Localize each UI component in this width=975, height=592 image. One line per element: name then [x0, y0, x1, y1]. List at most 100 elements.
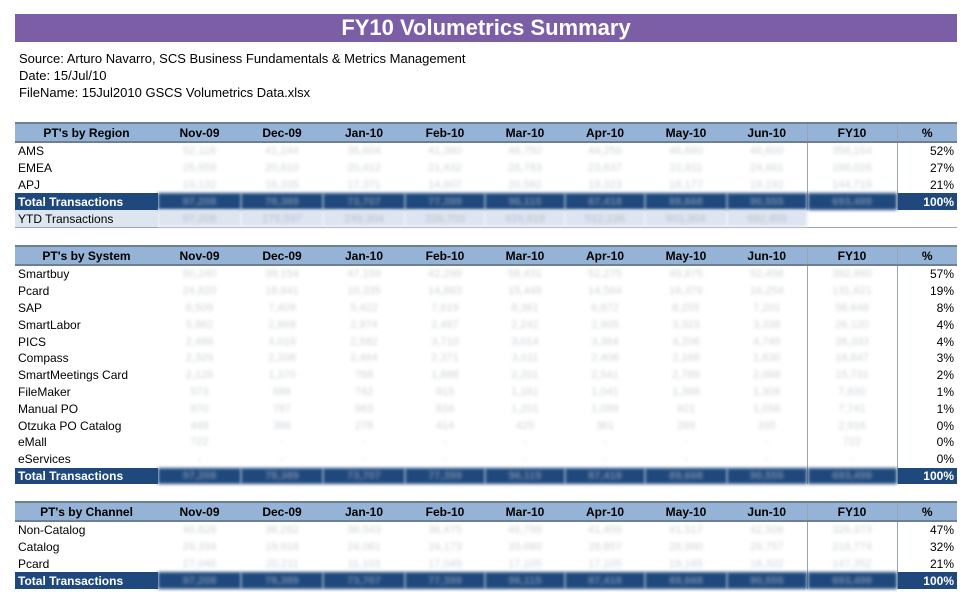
value-cell: 16,335: [265, 178, 299, 191]
total-value-cell: 89,668: [645, 467, 727, 485]
table-row: Compass 2,329 2,208 2,464 2,371 3,011 2,406 2,1…: [15, 349, 957, 367]
value-cell: 4,019: [268, 335, 296, 348]
ytd-value-cell: 512,236: [565, 210, 645, 228]
value-cell: 1,041: [591, 385, 619, 398]
column-header: Nov-09: [158, 501, 241, 522]
report-title: FY10 Volumetrics Summary: [15, 14, 957, 42]
column-header: Mar-10: [485, 122, 565, 143]
header-row: PT's by Region Nov-09 Dec-09 Jan-10 Feb-10 Ma…: [15, 122, 957, 143]
total-row: Total Transactions 97,208 78,389 73,707 77,3…: [15, 193, 957, 211]
ytd-value-cell: 175,597: [241, 210, 323, 228]
total-label: Total Transactions: [15, 572, 158, 590]
value-cell: 269: [676, 419, 696, 432]
value-cell: 7,830: [806, 383, 898, 401]
percent-cell: 0%: [936, 435, 954, 450]
value-cell: -: [280, 453, 284, 466]
column-header: Apr-10: [565, 245, 645, 266]
row-label: SAP: [18, 300, 43, 315]
value-cell: 17,049: [428, 557, 462, 570]
percent-cell: 19%: [929, 284, 954, 299]
value-cell: 22,911: [669, 162, 703, 175]
row-header-label: PT's by Channel: [15, 501, 158, 522]
value-cell: 42,506: [749, 524, 784, 537]
value-cell: 7,619: [431, 301, 459, 314]
value-cell: 18,841: [265, 285, 299, 298]
total-value-cell: 97,208: [158, 193, 241, 211]
value-cell: 41,360: [428, 145, 462, 158]
empty-cell: [897, 210, 957, 228]
value-cell: 35,604: [347, 145, 381, 158]
total-value-cell: 89,668: [645, 572, 727, 590]
value-cell: 2,582: [350, 335, 378, 348]
total-value-cell: 693,499: [806, 467, 898, 485]
value-cell: 834: [435, 402, 455, 415]
value-cell: 50,240: [182, 268, 217, 281]
percent-cell: 8%: [936, 300, 954, 315]
value-cell: 15,448: [508, 285, 542, 298]
system-table: PT's by System Nov-09 Dec-09 Jan-10 Feb-10 Ma…: [15, 245, 957, 485]
value-cell: 52,275: [588, 268, 622, 281]
total-value-cell: 90,555: [727, 572, 807, 590]
column-header: Apr-10: [565, 501, 645, 522]
value-cell: 28,980: [669, 541, 703, 554]
value-cell: 39,154: [265, 268, 299, 281]
value-cell: 1,056: [752, 402, 781, 415]
percent-cell: 1%: [936, 384, 954, 399]
value-cell: -: [443, 453, 447, 466]
value-cell: 787: [272, 402, 292, 415]
total-value-cell: 693,499: [806, 193, 898, 211]
value-cell: 3,011: [511, 352, 539, 365]
column-header: Jan-10: [323, 501, 405, 522]
value-cell: 983: [354, 402, 374, 415]
table-row: eMall 722 - - - - - - - 722 0%: [15, 433, 957, 451]
value-cell: 18,322: [749, 557, 784, 570]
value-cell: 33,680: [508, 541, 542, 554]
total-value-cell: 77,399: [405, 467, 485, 485]
value-cell: 921: [676, 402, 696, 415]
column-header: Feb-10: [405, 122, 485, 143]
value-cell: 2,329: [185, 352, 214, 365]
percent-cell: 21%: [929, 556, 954, 571]
percent-cell: 27%: [929, 161, 954, 176]
value-cell: -: [197, 453, 202, 466]
total-row: Total Transactions 97,208 78,389 73,707 77,3…: [15, 467, 957, 485]
percent-cell: 0%: [936, 452, 954, 467]
value-cell: 3,338: [752, 318, 781, 331]
value-cell: 14,883: [428, 285, 462, 298]
row-label: PICS: [18, 334, 47, 349]
value-cell: 870: [190, 402, 209, 415]
value-cell: -: [684, 453, 688, 466]
total-value-cell: 77,399: [405, 572, 485, 590]
column-header: Jun-10: [727, 501, 807, 522]
total-value-cell: 73,707: [323, 572, 405, 590]
value-cell: 3,014: [511, 335, 539, 348]
value-cell: 17,371: [347, 178, 381, 191]
value-cell: 326,373: [806, 521, 898, 539]
value-cell: 2,208: [268, 352, 296, 365]
ytd-value-cell: 97,208: [158, 210, 241, 228]
total-value-cell: 89,668: [645, 193, 727, 211]
ytd-value-cell: 692,459: [727, 210, 807, 228]
column-header: Jun-10: [727, 245, 807, 266]
value-cell: 1,306: [752, 385, 781, 398]
value-cell: -: [443, 436, 447, 449]
table-row: APJ 19,132 16,335 17,371 14,607 20,582 19,323 1…: [15, 176, 957, 194]
value-cell: -: [362, 436, 366, 449]
value-cell: 2,242: [511, 318, 539, 331]
value-cell: 36,475: [428, 524, 462, 537]
value-cell: -: [523, 436, 527, 449]
value-cell: 52,458: [749, 268, 784, 281]
column-header: Dec-09: [241, 122, 323, 143]
row-label: Otzuka PO Catalog: [18, 418, 122, 433]
value-cell: 1,370: [268, 369, 296, 382]
total-percent-cell: 100%: [897, 572, 957, 590]
value-cell: 5,982: [185, 318, 214, 331]
value-cell: 722: [190, 436, 209, 449]
value-cell: 2,464: [350, 352, 378, 365]
value-cell: 188,026: [806, 159, 898, 177]
value-cell: -: [603, 453, 607, 466]
value-cell: 52,118: [183, 145, 216, 158]
total-value-cell: 693,499: [806, 572, 898, 590]
ytd-label: YTD Transactions: [15, 210, 158, 228]
value-cell: 16,254: [749, 285, 784, 298]
